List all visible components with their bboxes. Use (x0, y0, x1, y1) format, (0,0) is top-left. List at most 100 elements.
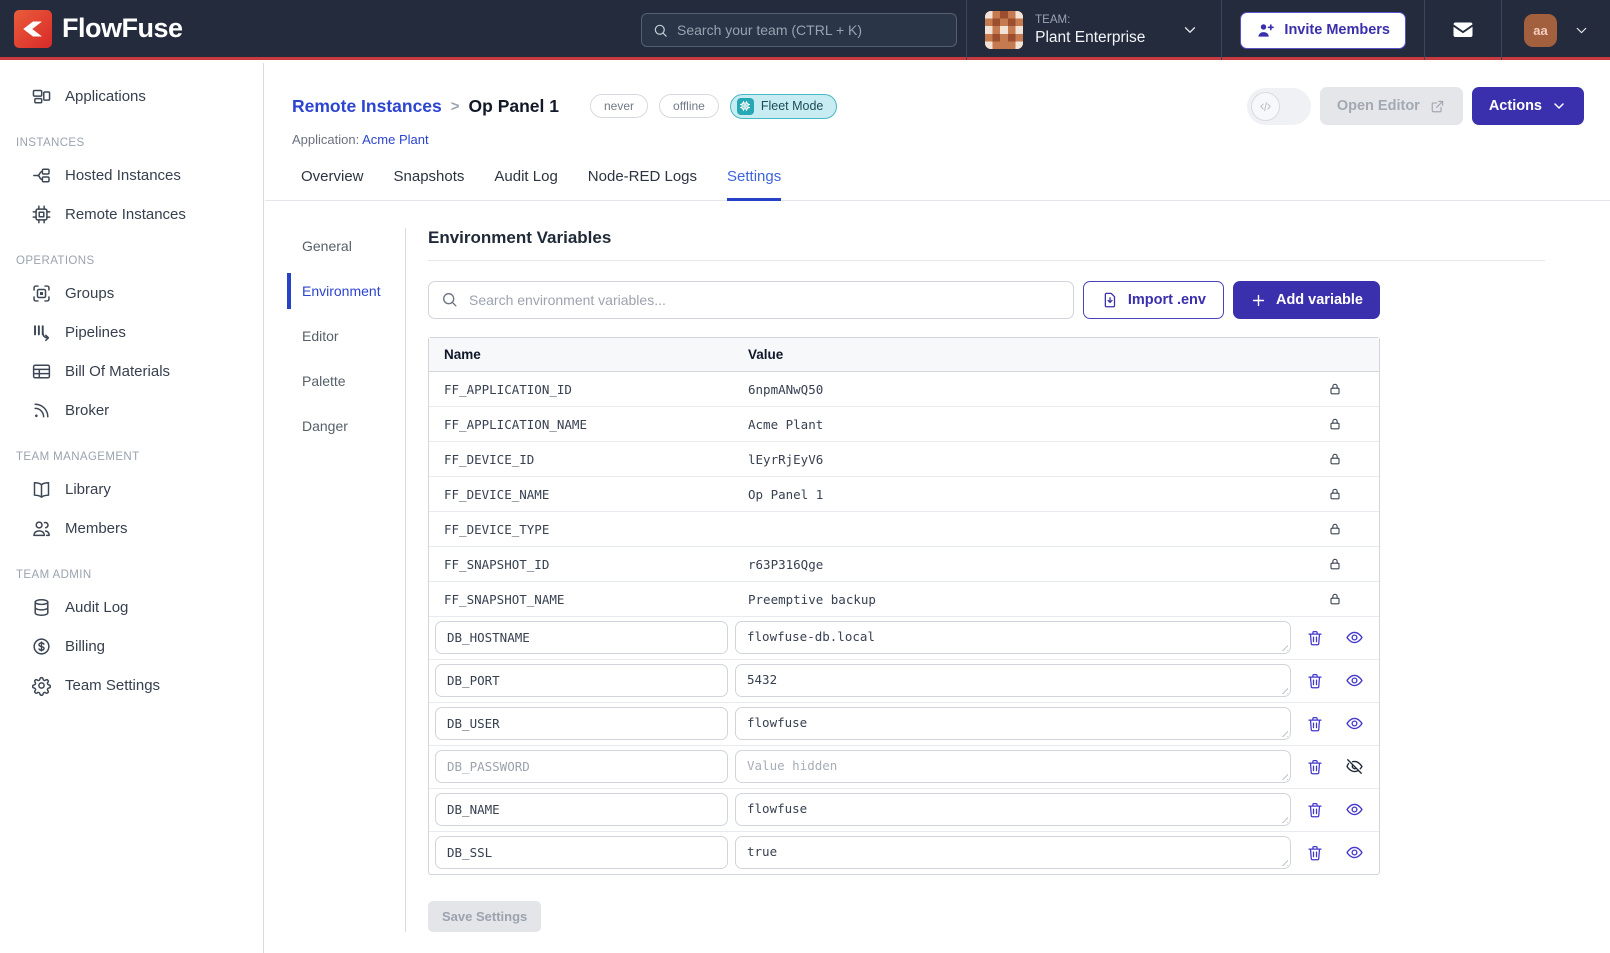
sidebar-item-library[interactable]: Library (0, 470, 263, 509)
env-var-value-input[interactable] (735, 750, 1291, 783)
env-var-name: FF_DEVICE_TYPE (444, 521, 550, 537)
notifications-button[interactable] (1425, 0, 1501, 60)
search-icon (652, 22, 669, 39)
env-var-value: 6npmANwQ50 (748, 381, 824, 397)
pipelines-icon (31, 322, 52, 343)
status-badge-never: never (590, 94, 649, 118)
mail-icon (1451, 18, 1475, 42)
env-var-name-input[interactable] (435, 621, 728, 654)
save-settings-button[interactable]: Save Settings (428, 901, 542, 932)
actions-button[interactable]: Actions (1471, 87, 1584, 125)
tab-node-red-logs[interactable]: Node-RED Logs (587, 168, 698, 185)
remote-instances-icon (31, 204, 52, 225)
team-search-input[interactable] (677, 22, 946, 38)
env-var-value-input[interactable]: flowfuse (735, 793, 1291, 826)
sidebar-item-broker[interactable]: Broker (0, 391, 263, 430)
user-menu[interactable]: aa (1502, 0, 1610, 60)
settings-nav-danger[interactable]: Danger (302, 418, 348, 434)
flowfuse-home-link[interactable]: FlowFuse (0, 9, 183, 48)
sidebar-item-audit-log[interactable]: Audit Log (0, 588, 263, 627)
chevron-down-icon (1181, 21, 1199, 39)
toggle-visibility-button[interactable] (1345, 714, 1364, 733)
toggle-visibility-button[interactable] (1345, 628, 1364, 647)
sidebar-item-team-settings[interactable]: Team Settings (0, 666, 263, 705)
team-label: TEAM: (1035, 14, 1071, 27)
divider (1221, 0, 1223, 60)
delete-variable-button[interactable] (1306, 758, 1324, 776)
eye-icon (1345, 800, 1364, 819)
table-row: true (429, 832, 1379, 874)
delete-variable-button[interactable] (1306, 629, 1324, 647)
flowfuse-logo-icon (14, 9, 52, 48)
env-var-value-input[interactable]: true (735, 836, 1291, 869)
table-header: Name Value (429, 338, 1379, 372)
table-row: FF_APPLICATION_ID 6npmANwQ50 (429, 372, 1379, 407)
table-row: FF_SNAPSHOT_ID r63P316Qge (429, 547, 1379, 582)
application-link[interactable]: Acme Plant (362, 132, 429, 147)
top-navbar: FlowFuse TEAM: Plant Enterprise (0, 0, 1610, 60)
env-var-name-input[interactable] (435, 793, 728, 826)
eye-icon (1345, 671, 1364, 690)
sidebar-item-groups[interactable]: Groups (0, 274, 263, 313)
sidebar-item-pipelines[interactable]: Pipelines (0, 313, 263, 352)
billing-icon (31, 636, 52, 657)
toggle-visibility-button[interactable] (1345, 757, 1364, 776)
sidebar-item-label: Audit Log (65, 599, 129, 616)
env-search-input[interactable] (428, 281, 1074, 319)
env-var-value-input[interactable]: flowfuse-db.local (735, 621, 1291, 654)
column-header-value: Value (748, 347, 784, 362)
settings-nav-general[interactable]: General (302, 238, 352, 254)
sidebar-item-applications[interactable]: Applications (0, 77, 263, 116)
open-editor-label: Open Editor (1336, 98, 1420, 114)
eye-icon (1345, 714, 1364, 733)
developer-mode-toggle[interactable] (1246, 87, 1311, 125)
applications-icon (31, 86, 52, 107)
toggle-visibility-button[interactable] (1345, 800, 1364, 819)
env-var-name-input[interactable] (435, 750, 728, 783)
env-var-value-input[interactable]: flowfuse (735, 707, 1291, 740)
delete-variable-button[interactable] (1306, 672, 1324, 690)
sidebar-item-billing[interactable]: Billing (0, 627, 263, 666)
breadcrumb-remote-instances[interactable]: Remote Instances (292, 95, 442, 116)
invite-members-button[interactable]: Invite Members (1240, 11, 1406, 49)
eye-off-icon (1345, 757, 1364, 776)
env-var-value-input[interactable]: 5432 (735, 664, 1291, 697)
import-env-button[interactable]: Import .env (1082, 281, 1224, 319)
sidebar-item-remote-instances[interactable]: Remote Instances (0, 195, 263, 234)
table-row (429, 746, 1379, 789)
toggle-visibility-button[interactable] (1345, 843, 1364, 862)
instance-tabs: Overview Snapshots Audit Log Node-RED Lo… (265, 168, 1610, 201)
audit-log-icon (31, 597, 52, 618)
trash-icon (1306, 801, 1324, 819)
tab-settings[interactable]: Settings (727, 168, 782, 201)
sidebar-item-hosted-instances[interactable]: Hosted Instances (0, 156, 263, 195)
delete-variable-button[interactable] (1306, 801, 1324, 819)
settings-nav-environment[interactable]: Environment (287, 273, 405, 309)
page-title: Op Panel 1 (468, 95, 559, 116)
bill-of-materials-icon (31, 361, 52, 382)
team-search (641, 13, 957, 47)
open-editor-button[interactable]: Open Editor (1319, 87, 1463, 125)
tab-audit-log[interactable]: Audit Log (494, 168, 558, 185)
lock-icon (1327, 591, 1343, 607)
sidebar-item-members[interactable]: Members (0, 509, 263, 548)
delete-variable-button[interactable] (1306, 715, 1324, 733)
settings-nav-palette[interactable]: Palette (302, 373, 346, 389)
env-var-name-input[interactable] (435, 707, 728, 740)
tab-snapshots[interactable]: Snapshots (393, 168, 465, 185)
application-label: Application: (292, 132, 360, 147)
sidebar: Applications INSTANCES Hosted Instances … (0, 63, 264, 953)
delete-variable-button[interactable] (1306, 844, 1324, 862)
env-var-name-input[interactable] (435, 664, 728, 697)
tab-overview[interactable]: Overview (301, 168, 364, 185)
main-content: Remote Instances > Op Panel 1 never offl… (265, 63, 1610, 953)
settings-nav-editor[interactable]: Editor (302, 328, 339, 344)
sidebar-item-bill-of-materials[interactable]: Bill Of Materials (0, 352, 263, 391)
env-var-name-input[interactable] (435, 836, 728, 869)
breadcrumb-separator: > (450, 97, 460, 115)
env-var-name: FF_APPLICATION_ID (444, 381, 572, 397)
toggle-visibility-button[interactable] (1345, 671, 1364, 690)
add-variable-button[interactable]: Add variable (1232, 281, 1380, 319)
team-selector[interactable]: TEAM: Plant Enterprise (967, 0, 1221, 60)
sidebar-section-instances: INSTANCES (16, 137, 85, 149)
